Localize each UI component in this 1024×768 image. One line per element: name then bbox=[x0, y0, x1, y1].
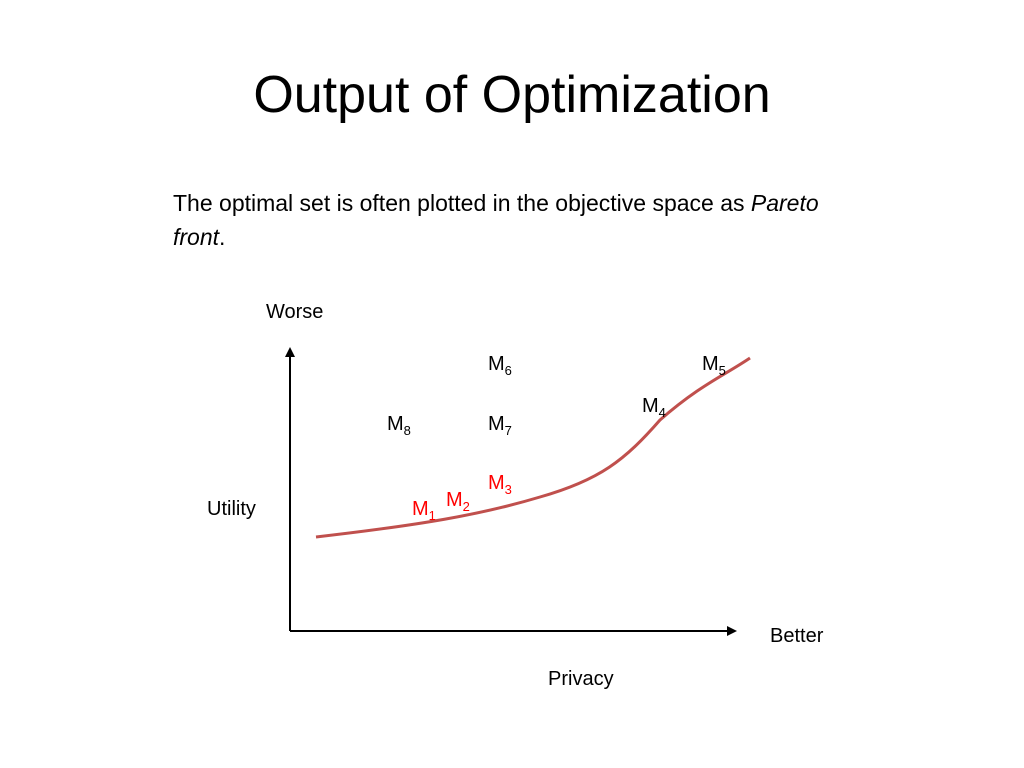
body-text-period: . bbox=[219, 224, 226, 250]
label-utility: Utility bbox=[207, 498, 256, 520]
model-m6: M6 bbox=[488, 353, 512, 378]
label-better: Better bbox=[770, 625, 824, 647]
model-m8: M8 bbox=[387, 413, 411, 438]
pareto-front-curve bbox=[315, 356, 751, 539]
model-m2: M2 bbox=[446, 489, 470, 514]
label-privacy: Privacy bbox=[548, 668, 614, 690]
model-m5: M5 bbox=[702, 353, 726, 378]
body-text-main: The optimal set is often plotted in the … bbox=[173, 190, 745, 216]
model-m4: M4 bbox=[642, 395, 666, 420]
model-m7: M7 bbox=[488, 413, 512, 438]
slide-title: Output of Optimization bbox=[253, 66, 771, 124]
label-worse: Worse bbox=[266, 301, 324, 323]
model-m1: M1 bbox=[412, 498, 436, 523]
model-m3: M3 bbox=[488, 472, 512, 497]
body-text-italic-term: Pareto front bbox=[173, 190, 819, 250]
slide-body-text: The optimal set is often plotted in the … bbox=[173, 186, 873, 254]
